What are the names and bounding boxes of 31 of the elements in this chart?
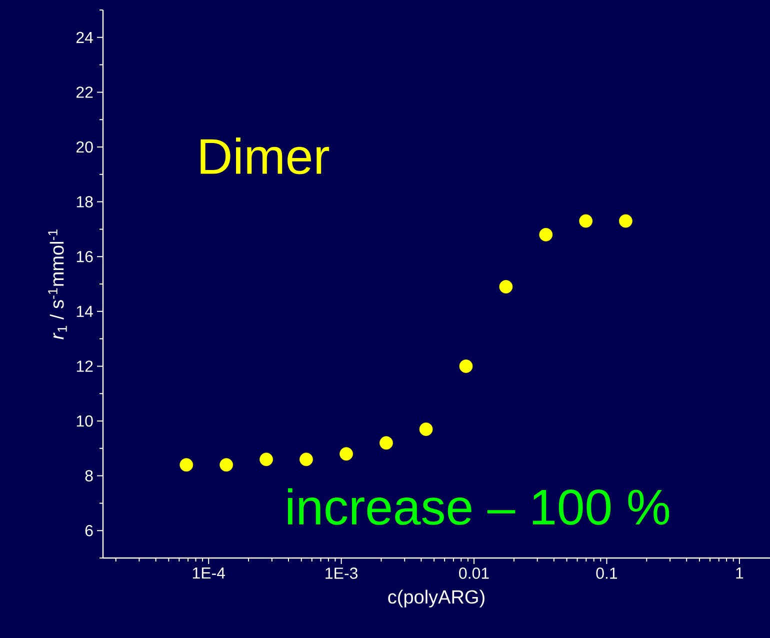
point xyxy=(220,458,234,472)
point xyxy=(260,452,273,466)
point xyxy=(180,458,194,472)
y-tick-label: 22 xyxy=(76,86,93,98)
point xyxy=(380,436,393,450)
y-axis-title: r$_{1}$ / s$^{-1}$mmol$^{-1}$ xyxy=(48,230,67,340)
x-tick-label: 0.1 xyxy=(596,568,618,579)
y-tick-label: 20 xyxy=(76,141,93,153)
point xyxy=(340,447,353,461)
y-tick-label: 16 xyxy=(76,250,93,262)
x-tick-label: 1 xyxy=(736,568,744,579)
y-tick-label: 10 xyxy=(76,415,93,427)
point xyxy=(618,214,632,228)
annotation: Dimer xyxy=(200,137,330,174)
point xyxy=(459,360,473,373)
annotation: increase – 100 % xyxy=(288,488,670,525)
point xyxy=(539,228,553,242)
point xyxy=(419,422,433,436)
point xyxy=(579,214,593,228)
x-tick-label: 0.01 xyxy=(459,568,489,579)
x-tick-label: 1E-4 xyxy=(192,568,226,579)
y-tick-label: 6 xyxy=(85,524,93,536)
y-tick-label: 24 xyxy=(76,32,94,43)
y-tick-label: 12 xyxy=(76,360,93,372)
x-axis-title: c(polyARG) xyxy=(388,590,484,608)
y-tick-label: 8 xyxy=(85,470,93,482)
point xyxy=(300,452,313,466)
y-tick-label: 18 xyxy=(76,196,93,208)
point xyxy=(499,280,513,294)
x-tick-label: 1E-3 xyxy=(326,568,358,579)
y-tick-label: 14 xyxy=(76,306,94,317)
